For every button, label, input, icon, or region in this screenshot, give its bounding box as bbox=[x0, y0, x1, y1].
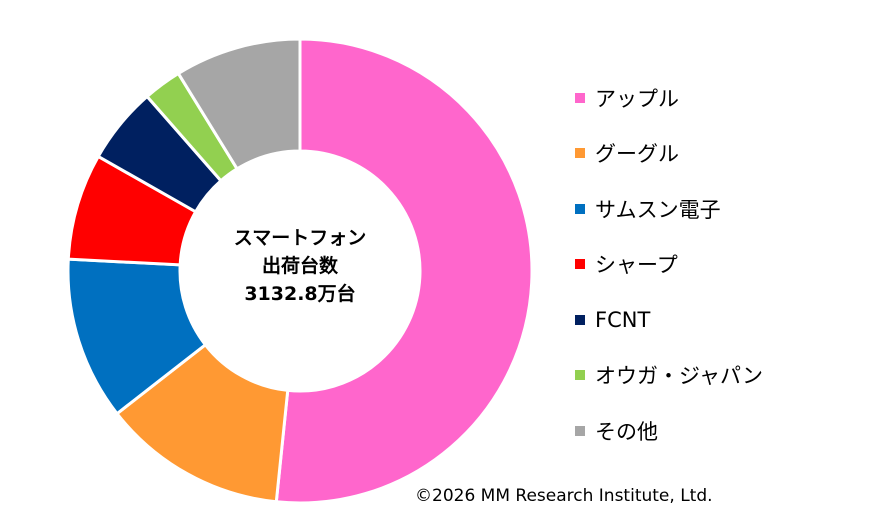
legend-swatch-samsung bbox=[575, 203, 585, 214]
copyright-notice: ©2026 MM Research Institute, Ltd. bbox=[415, 486, 713, 506]
legend-label-apple: アップル bbox=[595, 86, 679, 111]
legend-swatch-google bbox=[575, 148, 585, 159]
legend-item-google: グーグル bbox=[575, 126, 763, 182]
legend-item-ouga-japan: オウガ・ジャパン bbox=[575, 348, 763, 404]
legend-swatch-ouga-japan bbox=[575, 370, 585, 381]
center-label-line-1: スマートフォン bbox=[233, 227, 367, 249]
legend-label-google: グーグル bbox=[595, 142, 679, 167]
legend-item-fcnt: FCNT bbox=[575, 292, 763, 348]
chart-legend: アップル グーグル サムスン電子 シャープ FCNT オウガ・ジャパン その他 bbox=[575, 70, 763, 459]
legend-item-samsung: サムスン電子 bbox=[575, 181, 763, 237]
legend-swatch-sharp bbox=[575, 259, 585, 270]
legend-swatch-other bbox=[575, 425, 585, 436]
donut-slice-other bbox=[176, 37, 302, 171]
legend-label-ouga-japan: オウガ・ジャパン bbox=[595, 364, 763, 389]
center-label-line-3: 3132.8万台 bbox=[244, 283, 356, 305]
donut-slice-apple bbox=[274, 37, 534, 505]
legend-label-fcnt: FCNT bbox=[595, 307, 651, 332]
legend-item-sharp: シャープ bbox=[575, 237, 763, 293]
legend-label-other: その他 bbox=[595, 419, 658, 444]
legend-label-sharp: シャープ bbox=[595, 253, 678, 278]
legend-item-other: その他 bbox=[575, 403, 763, 459]
legend-label-samsung: サムスン電子 bbox=[595, 197, 721, 222]
center-label-line-2: 出荷台数 bbox=[261, 255, 338, 277]
donut-center-label: スマートフォン 出荷台数 3132.8万台 bbox=[200, 224, 400, 308]
legend-swatch-apple bbox=[575, 92, 585, 103]
legend-item-apple: アップル bbox=[575, 70, 763, 126]
legend-swatch-fcnt bbox=[575, 314, 585, 325]
